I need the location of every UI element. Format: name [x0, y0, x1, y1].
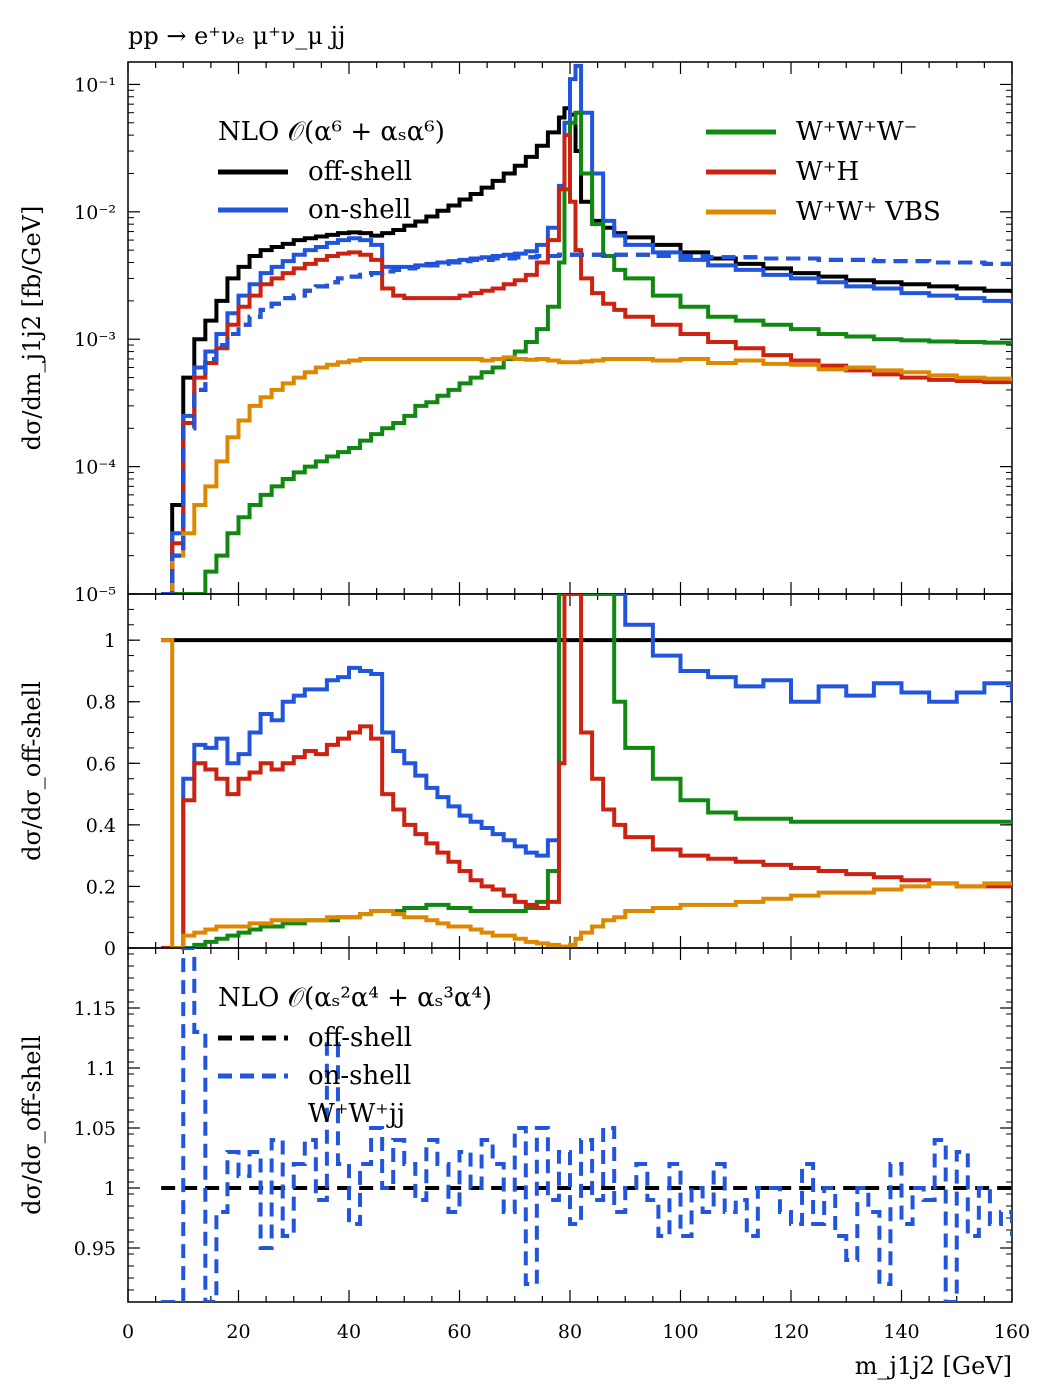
y-axis-label: dσ/dσ_off-shell — [18, 1035, 46, 1215]
x-tick-label: 60 — [447, 1321, 471, 1343]
x-tick-label: 20 — [226, 1321, 250, 1343]
legend-title: NLO 𝒪(α⁶ + αₛα⁶) — [218, 117, 445, 147]
legend-entry: off-shell — [218, 1023, 412, 1053]
legend-label: W⁺W⁺W⁻ — [796, 117, 917, 147]
series-line — [161, 252, 1012, 594]
series-line — [161, 106, 1012, 594]
legend-label: on-shell — [308, 195, 411, 225]
series-line — [161, 948, 1012, 1302]
legend-label: W⁺H — [796, 157, 859, 187]
legend-entry: on-shell — [218, 1061, 411, 1091]
legend-entry: W⁺W⁺W⁻ — [706, 117, 917, 147]
panel-top: 10⁻⁵ 10⁻⁴ 10⁻³ 10⁻² 10⁻¹ dσ/dm_j1j2 [fb/GeV] N… — [18, 61, 1013, 606]
y-tick-label: 10⁻⁴ — [74, 457, 116, 479]
legend-label: W⁺W⁺ VBS — [796, 197, 941, 227]
legend-label: off-shell — [308, 157, 412, 187]
x-tick-label: 100 — [662, 1321, 698, 1343]
series-line — [161, 355, 1012, 594]
x-tick-label: 120 — [773, 1321, 809, 1343]
x-tick-label: 160 — [994, 1321, 1030, 1343]
panel-bottom: 0.95 1 1.05 1.1 1.15 dσ/dσ_off-shell 0 20 40 60 80… — [18, 947, 1030, 1380]
series-line — [161, 252, 1012, 594]
y-tick-label: 1.05 — [74, 1118, 116, 1140]
y-axis-label: dσ/dm_j1j2 [fb/GeV] — [18, 206, 46, 451]
x-tick-label: 140 — [883, 1321, 919, 1343]
y-tick-label: 10⁻¹ — [74, 74, 116, 96]
series-line — [161, 110, 1012, 594]
y-tick-label: 0.2 — [86, 876, 116, 898]
series-line — [161, 594, 1012, 948]
series-line — [161, 594, 1012, 948]
y-tick-label: 0.6 — [86, 753, 116, 775]
legend-entry: on-shell — [218, 195, 411, 225]
x-axis-label: m_j1j2 [GeV] — [855, 1352, 1012, 1380]
x-tick-label: 40 — [337, 1321, 361, 1343]
legend-entry: W⁺W⁺jj — [308, 1099, 405, 1129]
legend-entry: off-shell — [218, 157, 412, 187]
y-tick-label: 1 — [104, 630, 116, 652]
y-tick-label: 10⁻² — [74, 202, 116, 224]
legend-entry: W⁺W⁺ VBS — [706, 197, 941, 227]
legend-label: on-shell — [308, 1061, 411, 1091]
y-tick-label: 0.4 — [86, 815, 116, 837]
y-tick-label: 0.95 — [74, 1238, 116, 1260]
series-line — [161, 594, 1012, 948]
legend-label: W⁺W⁺jj — [308, 1099, 405, 1129]
x-tick-label: 80 — [558, 1321, 582, 1343]
y-tick-label: 0 — [104, 938, 116, 960]
y-axis-label: dσ/dσ_off-shell — [18, 681, 46, 861]
legend-label: off-shell — [308, 1023, 412, 1053]
y-tick-label: 1.1 — [86, 1058, 116, 1080]
y-tick-label: 10⁻³ — [74, 329, 116, 351]
x-tick-label: 0 — [122, 1321, 134, 1343]
panel-middle: 0 0.2 0.4 0.6 0.8 1 dσ/dσ_off-shell — [18, 593, 1013, 960]
series-line — [161, 133, 1012, 594]
y-tick-label: 1.15 — [74, 998, 116, 1020]
process-title: pp → e⁺νₑ μ⁺ν_μ jj — [128, 22, 345, 50]
y-tick-label: 10⁻⁵ — [74, 584, 116, 606]
y-tick-label: 1 — [104, 1178, 116, 1200]
legend-title: NLO 𝒪(αₛ²α⁴ + αₛ³α⁴) — [218, 983, 492, 1013]
series-line — [161, 638, 1012, 948]
y-tick-label: 0.8 — [86, 692, 116, 714]
legend-entry: W⁺H — [706, 157, 859, 187]
